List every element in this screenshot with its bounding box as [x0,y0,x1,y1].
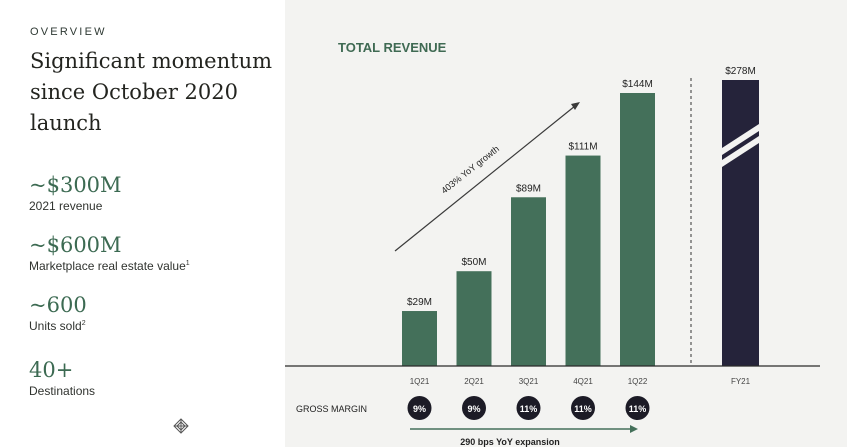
footnote-marker: 1 [185,260,190,267]
growth-arrowhead [571,102,580,110]
gross-margin-value: 9% [467,404,480,414]
stat-units-sold: ~600 Units sold2 [29,293,87,333]
headline: Significant momentum since October 2020 … [30,49,273,135]
stat-value: ~$300M [29,173,122,197]
brand-logo-icon [173,418,189,434]
chart-title: TOTAL REVENUE [338,40,447,55]
x-tick-label: 2Q21 [464,377,484,386]
x-tick-label: 1Q22 [628,377,648,386]
gross-margin-value: 11% [574,404,592,414]
bar-3Q21 [511,197,546,366]
data-label: $50M [461,257,486,268]
footnote-marker: 2 [81,320,86,327]
x-tick-label: FY21 [731,377,751,386]
gross-margin-label: GROSS MARGIN [296,404,367,414]
x-tick-label: 3Q21 [519,377,539,386]
data-label: $144M [622,79,653,90]
gross-margin-badge [462,396,486,420]
data-label: $29M [407,297,432,308]
data-label: $111M [568,142,597,153]
x-tick-label: 1Q21 [410,377,430,386]
gross-margin-value: 9% [413,404,426,414]
stat-label: Units sold2 [29,319,86,333]
growth-arrow [394,105,576,252]
stat-destinations: 40+ Destinations [29,358,95,398]
bar-1Q21 [402,311,437,366]
stat-value: ~600 [29,293,87,317]
expansion-arrowhead [630,425,638,433]
gross-margin-value: 11% [520,404,538,414]
gross-margin-badge [407,396,432,420]
stat-value: 40+ [29,358,74,382]
gross-margin-badge [571,396,595,420]
gross-margin-value: 11% [629,404,647,414]
stat-value: ~$600M [29,233,122,257]
stat-label: Destinations [29,384,96,398]
axis-break-stripe [722,136,759,167]
bar-1Q22 [620,93,655,366]
expansion-annotation: 290 bps YoY expansion [460,437,560,447]
stat-label: 2021 revenue [29,199,103,213]
data-label: $89M [516,183,541,194]
data-label: $278M [725,66,756,77]
stat-label: Marketplace real estate value1 [29,259,190,273]
axis-break-stripe [722,124,759,155]
stat-real-estate-value: ~$600M Marketplace real estate value1 [29,233,190,273]
gross-margin-badge [516,396,541,420]
bar-4Q21 [565,155,601,366]
overview-panel: OVERVIEW Significant momentum since Octo… [0,0,285,447]
section-eyebrow: OVERVIEW [30,26,107,38]
growth-annotation: 403% YoY growth [439,144,501,196]
bar-2Q21 [456,271,492,366]
bar-FY21 [722,80,759,366]
stat-revenue: ~$300M 2021 revenue [29,173,122,213]
gross-margin-badge [625,396,650,420]
x-tick-label: 4Q21 [573,377,593,386]
